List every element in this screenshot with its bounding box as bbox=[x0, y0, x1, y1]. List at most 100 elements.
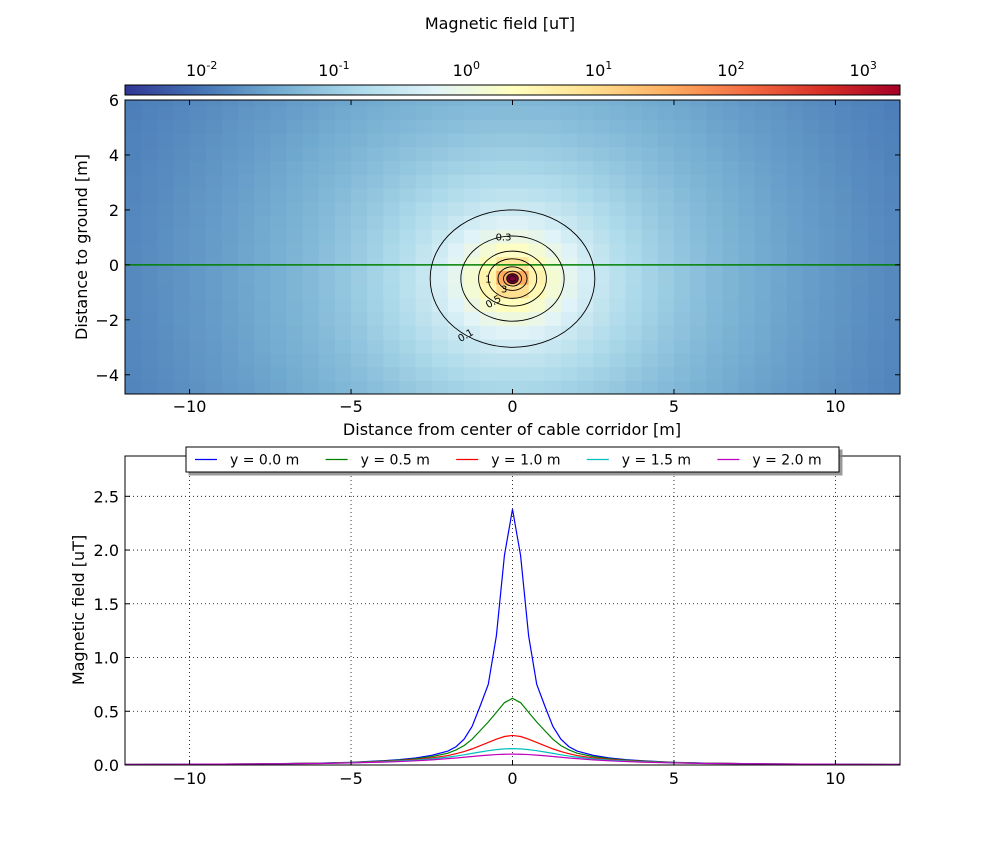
heatmap-cell bbox=[851, 119, 869, 134]
heatmap-cell bbox=[157, 146, 175, 162]
heatmap-cell bbox=[351, 160, 368, 175]
heatmap-cell bbox=[173, 160, 191, 175]
line-x-tick-label: 10 bbox=[825, 769, 845, 788]
heatmap-cell bbox=[835, 311, 853, 326]
heatmap-cell bbox=[464, 256, 481, 271]
heatmap-cell bbox=[641, 339, 659, 354]
heatmap-cell bbox=[318, 174, 336, 189]
heatmap-cell bbox=[673, 284, 691, 299]
heatmap-cell bbox=[302, 380, 320, 394]
heatmap-cell bbox=[399, 256, 417, 271]
heatmap-cell bbox=[302, 100, 320, 107]
heatmap-cell bbox=[431, 339, 449, 354]
heatmap-cell bbox=[302, 201, 320, 217]
heatmap-cell bbox=[399, 119, 417, 134]
heatmap-cell bbox=[270, 270, 288, 285]
heatmap-cell bbox=[286, 229, 304, 244]
heatmap-cell bbox=[835, 201, 853, 217]
heatmap-cell bbox=[577, 270, 594, 285]
heatmap-cell bbox=[560, 119, 578, 134]
heatmap-cell bbox=[141, 242, 158, 258]
heatmap-cell bbox=[141, 105, 158, 120]
heatmap-cell bbox=[383, 297, 401, 313]
heatmap-cell bbox=[173, 229, 191, 244]
heatmap-cell bbox=[238, 160, 255, 175]
heatmap-cell bbox=[286, 100, 304, 107]
heatmap-cell bbox=[690, 201, 707, 217]
heatmap-cell bbox=[157, 187, 175, 203]
heatmap-cell bbox=[883, 242, 900, 258]
heatmap-cell bbox=[205, 119, 223, 134]
heatmap-cell bbox=[625, 105, 643, 120]
heatmap-cell bbox=[754, 160, 772, 175]
heatmap-cell bbox=[593, 215, 610, 230]
heatmap-cell bbox=[657, 174, 675, 189]
heatmap-cell bbox=[609, 201, 627, 217]
heatmap-cell bbox=[641, 297, 659, 313]
heatmap-cell bbox=[593, 132, 610, 148]
heatmap-cell bbox=[867, 242, 885, 258]
heatmap-cell bbox=[351, 270, 368, 285]
heatmap-cell bbox=[690, 187, 707, 203]
heatmap-cell bbox=[770, 201, 788, 217]
heatmap-cell bbox=[625, 284, 643, 299]
heatmap-cell bbox=[722, 201, 740, 217]
heatmap-cell bbox=[625, 242, 643, 258]
heatmap-cell bbox=[157, 105, 175, 120]
heatmap-y-tick-label: −2 bbox=[95, 311, 119, 330]
heatmap-cell bbox=[173, 215, 191, 230]
heatmap-cell bbox=[302, 284, 320, 299]
heatmap-cell bbox=[480, 215, 497, 230]
heatmap-cell bbox=[593, 174, 610, 189]
heatmap-cell bbox=[770, 229, 788, 244]
heatmap-cell bbox=[770, 325, 788, 340]
heatmap-cell bbox=[221, 215, 239, 230]
heatmap-cell bbox=[431, 105, 449, 120]
heatmap-cell bbox=[657, 380, 675, 394]
heatmap-cell bbox=[770, 270, 788, 285]
heatmap-cell bbox=[512, 215, 530, 230]
heatmap-cell bbox=[706, 284, 723, 299]
contour-line bbox=[487, 258, 538, 299]
heatmap-cell bbox=[867, 160, 885, 175]
heatmap-cell bbox=[383, 100, 401, 107]
heatmap-cell bbox=[205, 325, 223, 340]
heatmap-cell bbox=[819, 380, 837, 394]
heatmap-cell bbox=[738, 325, 756, 340]
heatmap-cell bbox=[657, 132, 675, 148]
heatmap-cell bbox=[464, 119, 481, 134]
heatmap-cell bbox=[544, 100, 562, 107]
heatmap-cell bbox=[609, 119, 627, 134]
heatmap-cell bbox=[690, 100, 707, 107]
heatmap-cell bbox=[577, 160, 594, 175]
heatmap-cell bbox=[690, 229, 707, 244]
heatmap-cell bbox=[673, 270, 691, 285]
heatmap-cell bbox=[786, 284, 804, 299]
heatmap-y-tick-label: 2 bbox=[109, 201, 119, 220]
heatmap-cell bbox=[221, 325, 239, 340]
heatmap-cell bbox=[835, 132, 853, 148]
heatmap-cell bbox=[803, 242, 820, 258]
heatmap-cell bbox=[399, 187, 417, 203]
line-chart-legend: y = 0.0 m y = 0.5 m y = 1.0 m y = 1.5 m y = … bbox=[185, 446, 840, 473]
heatmap-cell bbox=[641, 146, 659, 162]
heatmap-cell bbox=[560, 380, 578, 394]
colorbar-tick-label: 103 bbox=[850, 59, 877, 80]
heatmap-cell bbox=[431, 201, 449, 217]
heatmap-cell bbox=[125, 297, 142, 313]
heatmap-cell bbox=[205, 297, 223, 313]
heatmap-cell bbox=[786, 201, 804, 217]
heatmap-cell bbox=[302, 132, 320, 148]
heatmap-cell bbox=[706, 325, 723, 340]
heatmap-cell bbox=[399, 311, 417, 326]
heatmap-cell bbox=[577, 325, 594, 340]
heatmap-cell bbox=[770, 352, 788, 368]
heatmap-cell bbox=[512, 119, 530, 134]
heatmap-cell bbox=[141, 119, 158, 134]
heatmap-cell bbox=[819, 242, 837, 258]
heatmap-cell bbox=[577, 352, 594, 368]
heatmap-cell bbox=[415, 105, 433, 120]
heatmap-cell bbox=[560, 105, 578, 120]
heatmap-cell bbox=[431, 256, 449, 271]
heatmap-cell bbox=[835, 215, 853, 230]
